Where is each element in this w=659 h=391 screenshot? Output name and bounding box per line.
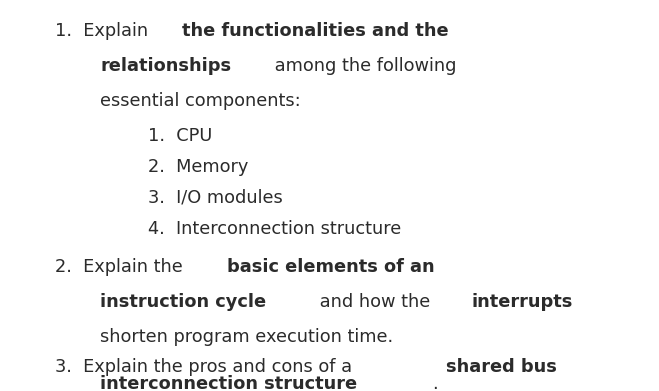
Text: 2.  Memory: 2. Memory — [148, 158, 248, 176]
Text: shorten program execution time.: shorten program execution time. — [100, 328, 393, 346]
Text: shared bus: shared bus — [445, 358, 556, 376]
Text: .: . — [432, 375, 438, 391]
Text: 1.  CPU: 1. CPU — [148, 127, 212, 145]
Text: 3.  I/O modules: 3. I/O modules — [148, 189, 283, 207]
Text: relationships: relationships — [100, 57, 231, 75]
Text: interrupts: interrupts — [472, 293, 573, 311]
Text: 2.  Explain the: 2. Explain the — [55, 258, 188, 276]
Text: basic elements of an: basic elements of an — [227, 258, 435, 276]
Text: instruction cycle: instruction cycle — [100, 293, 266, 311]
Text: 3.  Explain the pros and cons of a: 3. Explain the pros and cons of a — [55, 358, 358, 376]
Text: 1.  Explain: 1. Explain — [55, 22, 154, 40]
Text: essential components:: essential components: — [100, 92, 301, 110]
Text: interconnection structure: interconnection structure — [100, 375, 357, 391]
Text: 4.  Interconnection structure: 4. Interconnection structure — [148, 220, 401, 238]
Text: among the following: among the following — [269, 57, 457, 75]
Text: the functionalities and the: the functionalities and the — [183, 22, 449, 40]
Text: and how the: and how the — [314, 293, 436, 311]
